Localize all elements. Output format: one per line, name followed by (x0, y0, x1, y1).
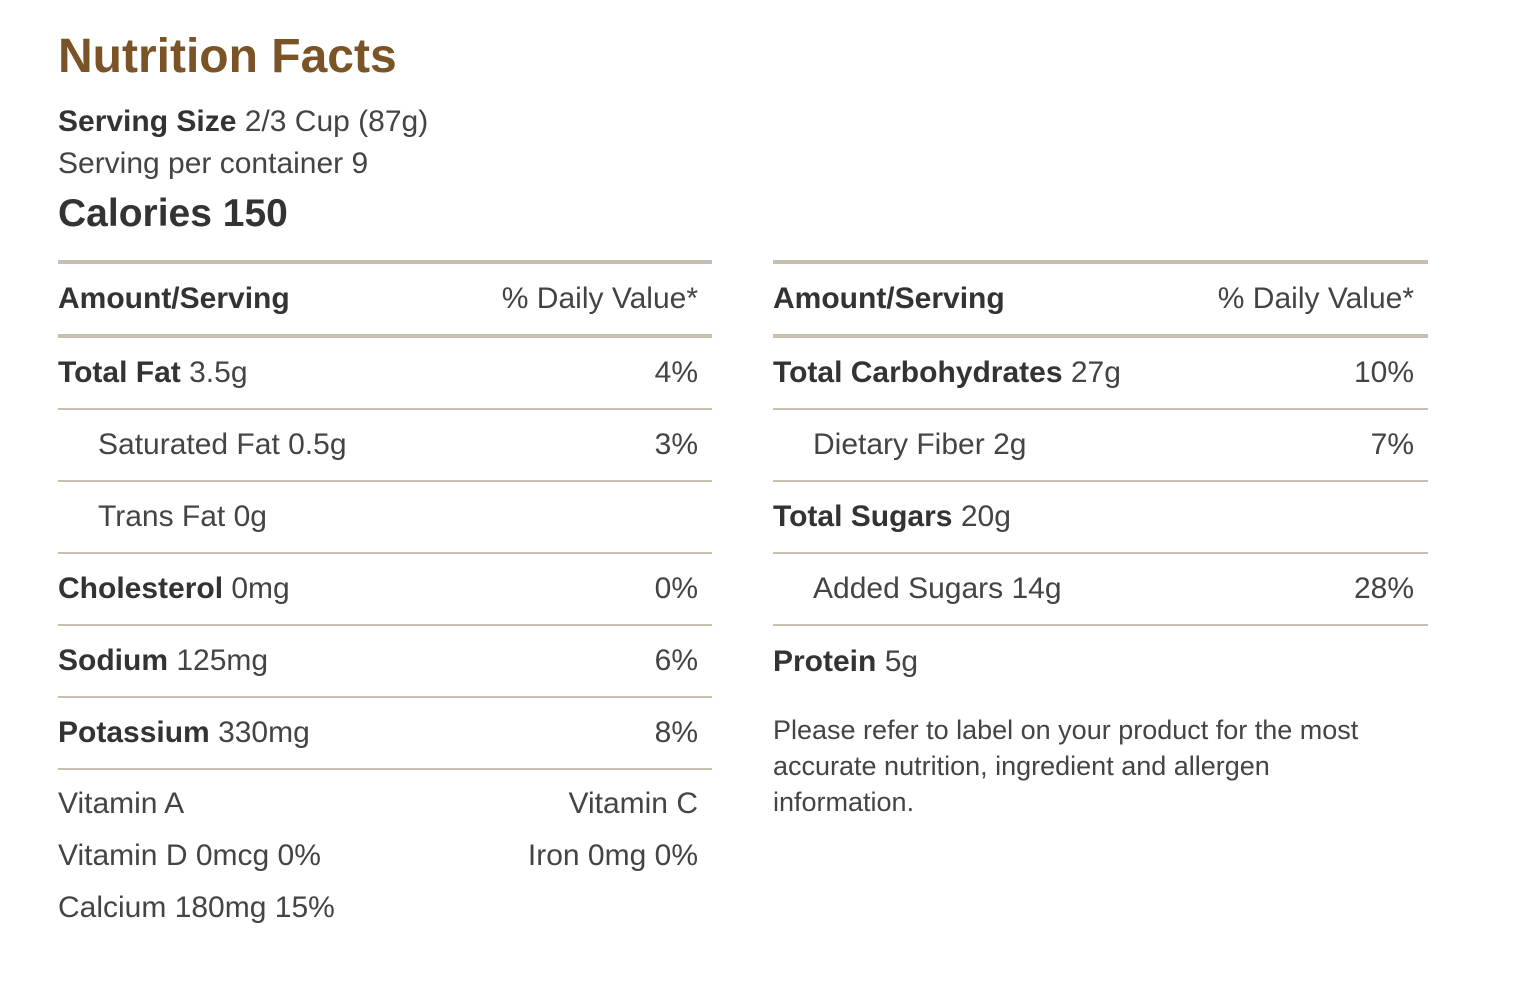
daily-value-header: % Daily Value* (1217, 282, 1414, 315)
nutrient-row-potassium: Potassium 330mg 8% (58, 698, 712, 770)
nutrient-dv: 0% (654, 572, 698, 605)
nutrient-label: Total Fat 3.5g (58, 356, 248, 389)
nutrient-label: Added Sugars 14g (813, 572, 1062, 605)
servings-per-container: Serving per container 9 (58, 147, 369, 180)
amount-serving-header: Amount/Serving (773, 282, 1005, 315)
serving-size: Serving Size 2/3 Cup (87g) (58, 102, 428, 142)
nutrient-label: Potassium 330mg (58, 716, 310, 749)
nutrient-dv: 4% (654, 356, 698, 389)
calories: Calories 150 (58, 190, 288, 238)
nutrient-label: Dietary Fiber 2g (813, 428, 1027, 461)
daily-value-header: % Daily Value* (501, 282, 698, 315)
nutrient-dv: 6% (654, 644, 698, 677)
serving-size-value: 2/3 Cup (87g) (244, 105, 429, 138)
nutrient-row-cholesterol: Cholesterol 0mg 0% (58, 554, 712, 626)
table-header: Amount/Serving % Daily Value* (58, 264, 712, 338)
nutrient-row-total-sugars: Total Sugars 20g (773, 482, 1428, 554)
calories-value: 150 (222, 192, 288, 235)
calories-label: Calories (58, 192, 212, 235)
nutrient-label: Sodium 125mg (58, 644, 269, 677)
nutrient-row-added-sugars: Added Sugars 14g 28% (773, 554, 1428, 626)
nutrition-table-left: Amount/Serving % Daily Value* Total Fat … (58, 260, 712, 934)
vitamin-left: Vitamin A (58, 787, 185, 820)
vitamin-right: Iron 0mg 0% (527, 839, 698, 872)
nutrient-row-total-fat: Total Fat 3.5g 4% (58, 338, 712, 410)
nutrition-table-right: Amount/Serving % Daily Value* Total Carb… (773, 260, 1428, 820)
nutrient-dv: 10% (1353, 356, 1414, 389)
nutrient-label: Total Sugars 20g (773, 500, 1011, 533)
nutrient-dv: 28% (1353, 572, 1414, 605)
nutrient-row-trans-fat: Trans Fat 0g (58, 482, 712, 554)
nutrient-dv: 8% (654, 716, 698, 749)
serving-size-label: Serving Size (58, 105, 237, 138)
nutrient-label: Saturated Fat 0.5g (98, 428, 347, 461)
nutrient-row-dietary-fiber: Dietary Fiber 2g 7% (773, 410, 1428, 482)
nutrient-row-sodium: Sodium 125mg 6% (58, 626, 712, 698)
nutrient-row-saturated-fat: Saturated Fat 0.5g 3% (58, 410, 712, 482)
nutrient-dv: 7% (1370, 428, 1414, 461)
nutrient-row-protein: Protein 5g (773, 626, 1428, 698)
nutrient-label: Protein 5g (773, 645, 919, 678)
vitamin-left: Vitamin D 0mcg 0% (58, 839, 321, 872)
page-title: Nutrition Facts (58, 30, 397, 83)
table-header: Amount/Serving % Daily Value* (773, 264, 1428, 338)
vitamin-right: Vitamin C (568, 787, 699, 820)
nutrient-row-total-carbohydrates: Total Carbohydrates 27g 10% (773, 338, 1428, 410)
disclaimer-text: Please refer to label on your product fo… (773, 715, 1359, 817)
nutrient-dv: 3% (654, 428, 698, 461)
nutrient-label: Cholesterol 0mg (58, 572, 290, 605)
nutrient-label: Trans Fat 0g (98, 500, 267, 533)
vitamin-row: Vitamin A Vitamin C (58, 778, 712, 830)
amount-serving-header: Amount/Serving (58, 282, 290, 315)
vitamin-left: Calcium 180mg 15% (58, 891, 335, 924)
nutrient-label: Total Carbohydrates 27g (773, 356, 1121, 389)
vitamin-row: Vitamin D 0mcg 0% Iron 0mg 0% (58, 830, 712, 882)
vitamin-row: Calcium 180mg 15% (58, 882, 712, 934)
